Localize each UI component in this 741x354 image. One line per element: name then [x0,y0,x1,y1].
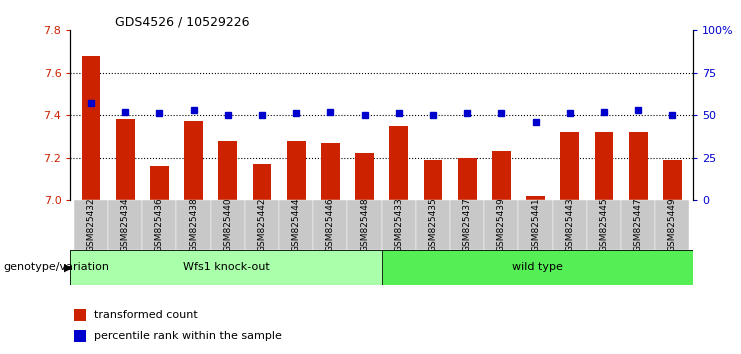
FancyBboxPatch shape [416,200,450,250]
Bar [628,132,648,200]
Bar [560,132,579,200]
FancyBboxPatch shape [655,200,689,250]
Bar [526,196,545,200]
Text: GSM825439: GSM825439 [496,198,506,252]
FancyBboxPatch shape [313,200,348,250]
Bar [82,56,100,200]
Bar [253,164,271,200]
Bar [184,121,203,200]
FancyBboxPatch shape [245,200,279,250]
Text: GSM825442: GSM825442 [257,198,267,252]
Bar [150,166,169,200]
Bar [287,141,305,200]
FancyBboxPatch shape [382,200,416,250]
FancyBboxPatch shape [210,200,245,250]
Text: GSM825444: GSM825444 [292,198,301,252]
FancyBboxPatch shape [519,200,553,250]
Bar [74,330,86,342]
Text: GSM825436: GSM825436 [155,198,164,252]
FancyBboxPatch shape [450,200,484,250]
FancyBboxPatch shape [621,200,655,250]
Text: wild type: wild type [512,262,562,272]
FancyBboxPatch shape [108,200,142,250]
Bar [116,119,135,200]
Bar [492,151,511,200]
Bar [382,250,693,285]
Text: GSM825447: GSM825447 [634,198,642,252]
Text: GSM825434: GSM825434 [121,198,130,252]
Bar [355,153,374,200]
FancyBboxPatch shape [553,200,587,250]
FancyBboxPatch shape [484,200,519,250]
Text: ▶: ▶ [64,262,73,272]
Text: Wfs1 knock-out: Wfs1 knock-out [182,262,270,272]
FancyBboxPatch shape [348,200,382,250]
FancyBboxPatch shape [587,200,621,250]
Text: GSM825441: GSM825441 [531,198,540,252]
Text: transformed count: transformed count [95,310,199,320]
Text: GSM825433: GSM825433 [394,198,403,252]
Text: GSM825445: GSM825445 [599,198,608,252]
Bar [424,160,442,200]
Bar [219,141,237,200]
Bar [70,250,382,285]
Text: GSM825449: GSM825449 [668,198,677,252]
Text: GSM825438: GSM825438 [189,198,198,252]
Bar [458,158,476,200]
Text: GSM825440: GSM825440 [223,198,232,252]
Text: GSM825437: GSM825437 [462,198,471,252]
Bar [389,126,408,200]
Bar [74,309,86,321]
Text: percentile rank within the sample: percentile rank within the sample [95,331,282,341]
Text: GSM825448: GSM825448 [360,198,369,252]
Bar [321,143,339,200]
Text: GSM825446: GSM825446 [326,198,335,252]
FancyBboxPatch shape [176,200,210,250]
Text: GDS4526 / 10529226: GDS4526 / 10529226 [115,16,250,29]
Text: genotype/variation: genotype/variation [4,262,110,272]
Text: GSM825432: GSM825432 [87,198,96,252]
FancyBboxPatch shape [74,200,108,250]
Text: GSM825435: GSM825435 [428,198,437,252]
Bar [594,132,614,200]
FancyBboxPatch shape [142,200,176,250]
FancyBboxPatch shape [279,200,313,250]
Bar [663,160,682,200]
Text: GSM825443: GSM825443 [565,198,574,252]
